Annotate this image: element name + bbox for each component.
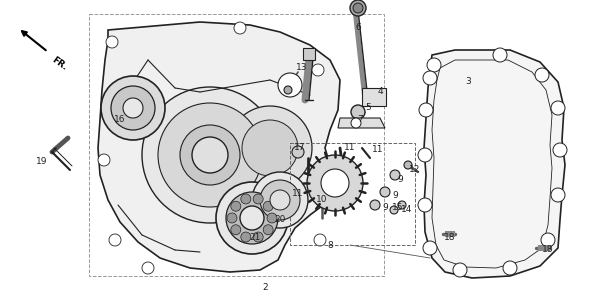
Circle shape bbox=[263, 225, 273, 235]
Circle shape bbox=[398, 201, 406, 209]
Text: 11: 11 bbox=[344, 144, 356, 153]
Circle shape bbox=[109, 234, 121, 246]
Text: 18: 18 bbox=[444, 234, 455, 243]
Circle shape bbox=[270, 190, 290, 210]
Text: 9: 9 bbox=[392, 191, 398, 200]
Circle shape bbox=[98, 154, 110, 166]
Circle shape bbox=[241, 194, 251, 204]
Bar bbox=[290, 143, 415, 245]
Circle shape bbox=[231, 201, 241, 211]
Circle shape bbox=[234, 22, 246, 34]
Circle shape bbox=[350, 0, 366, 16]
Circle shape bbox=[370, 200, 380, 210]
Polygon shape bbox=[98, 22, 340, 272]
Circle shape bbox=[312, 64, 324, 76]
Circle shape bbox=[192, 137, 228, 173]
Text: 13: 13 bbox=[296, 64, 308, 73]
Circle shape bbox=[231, 225, 241, 235]
Circle shape bbox=[241, 232, 251, 242]
Circle shape bbox=[314, 234, 326, 246]
Circle shape bbox=[228, 106, 312, 190]
Circle shape bbox=[253, 194, 263, 204]
Circle shape bbox=[267, 213, 277, 223]
Circle shape bbox=[551, 188, 565, 202]
Circle shape bbox=[321, 169, 349, 197]
Circle shape bbox=[453, 263, 467, 277]
Text: 2: 2 bbox=[262, 284, 268, 293]
Circle shape bbox=[123, 98, 143, 118]
Text: 6: 6 bbox=[355, 23, 361, 33]
Text: 9: 9 bbox=[382, 203, 388, 213]
Circle shape bbox=[292, 146, 304, 158]
Text: 12: 12 bbox=[409, 166, 421, 175]
Text: 11: 11 bbox=[292, 188, 304, 197]
Circle shape bbox=[111, 86, 155, 130]
Circle shape bbox=[423, 241, 437, 255]
Text: 18: 18 bbox=[542, 246, 554, 255]
Circle shape bbox=[551, 101, 565, 115]
Text: 10: 10 bbox=[316, 196, 328, 204]
Circle shape bbox=[427, 58, 441, 72]
Circle shape bbox=[418, 148, 432, 162]
Text: 20: 20 bbox=[274, 216, 286, 225]
Circle shape bbox=[503, 261, 517, 275]
Bar bbox=[362, 88, 386, 106]
Text: 7: 7 bbox=[357, 116, 363, 125]
Text: 15: 15 bbox=[392, 203, 404, 213]
Bar bbox=[89, 14, 384, 276]
Circle shape bbox=[106, 36, 118, 48]
Text: 3: 3 bbox=[465, 77, 471, 86]
Text: 19: 19 bbox=[36, 157, 48, 166]
Circle shape bbox=[226, 192, 278, 244]
Text: FR.: FR. bbox=[50, 55, 68, 72]
Circle shape bbox=[101, 76, 165, 140]
Circle shape bbox=[227, 213, 237, 223]
Text: 17: 17 bbox=[294, 144, 306, 153]
Text: 5: 5 bbox=[365, 103, 371, 111]
Circle shape bbox=[284, 86, 292, 94]
Bar bbox=[303, 48, 315, 60]
Text: 9: 9 bbox=[397, 175, 403, 185]
Circle shape bbox=[158, 103, 262, 207]
Circle shape bbox=[142, 87, 278, 223]
Text: 14: 14 bbox=[401, 206, 412, 215]
Circle shape bbox=[353, 3, 363, 13]
Circle shape bbox=[404, 161, 412, 169]
Circle shape bbox=[541, 233, 555, 247]
Circle shape bbox=[390, 206, 398, 214]
Circle shape bbox=[390, 170, 400, 180]
Circle shape bbox=[242, 120, 298, 176]
Polygon shape bbox=[338, 118, 385, 128]
Circle shape bbox=[240, 206, 264, 230]
Circle shape bbox=[142, 262, 154, 274]
Bar bbox=[445, 231, 455, 237]
Circle shape bbox=[423, 71, 437, 85]
Bar bbox=[538, 245, 550, 251]
Circle shape bbox=[380, 187, 390, 197]
Circle shape bbox=[278, 73, 302, 97]
Circle shape bbox=[351, 105, 365, 119]
Text: 16: 16 bbox=[114, 116, 126, 125]
Polygon shape bbox=[424, 50, 565, 278]
Circle shape bbox=[253, 232, 263, 242]
Text: 21: 21 bbox=[250, 234, 261, 243]
Circle shape bbox=[260, 180, 300, 220]
Circle shape bbox=[419, 103, 433, 117]
Text: 4: 4 bbox=[377, 88, 383, 97]
Circle shape bbox=[252, 172, 308, 228]
Circle shape bbox=[263, 201, 273, 211]
Circle shape bbox=[553, 143, 567, 157]
Circle shape bbox=[351, 118, 361, 128]
Circle shape bbox=[216, 182, 288, 254]
Circle shape bbox=[307, 155, 363, 211]
Circle shape bbox=[493, 48, 507, 62]
Text: 8: 8 bbox=[327, 240, 333, 250]
Text: 11: 11 bbox=[372, 145, 384, 154]
Circle shape bbox=[180, 125, 240, 185]
Circle shape bbox=[418, 198, 432, 212]
Circle shape bbox=[535, 68, 549, 82]
